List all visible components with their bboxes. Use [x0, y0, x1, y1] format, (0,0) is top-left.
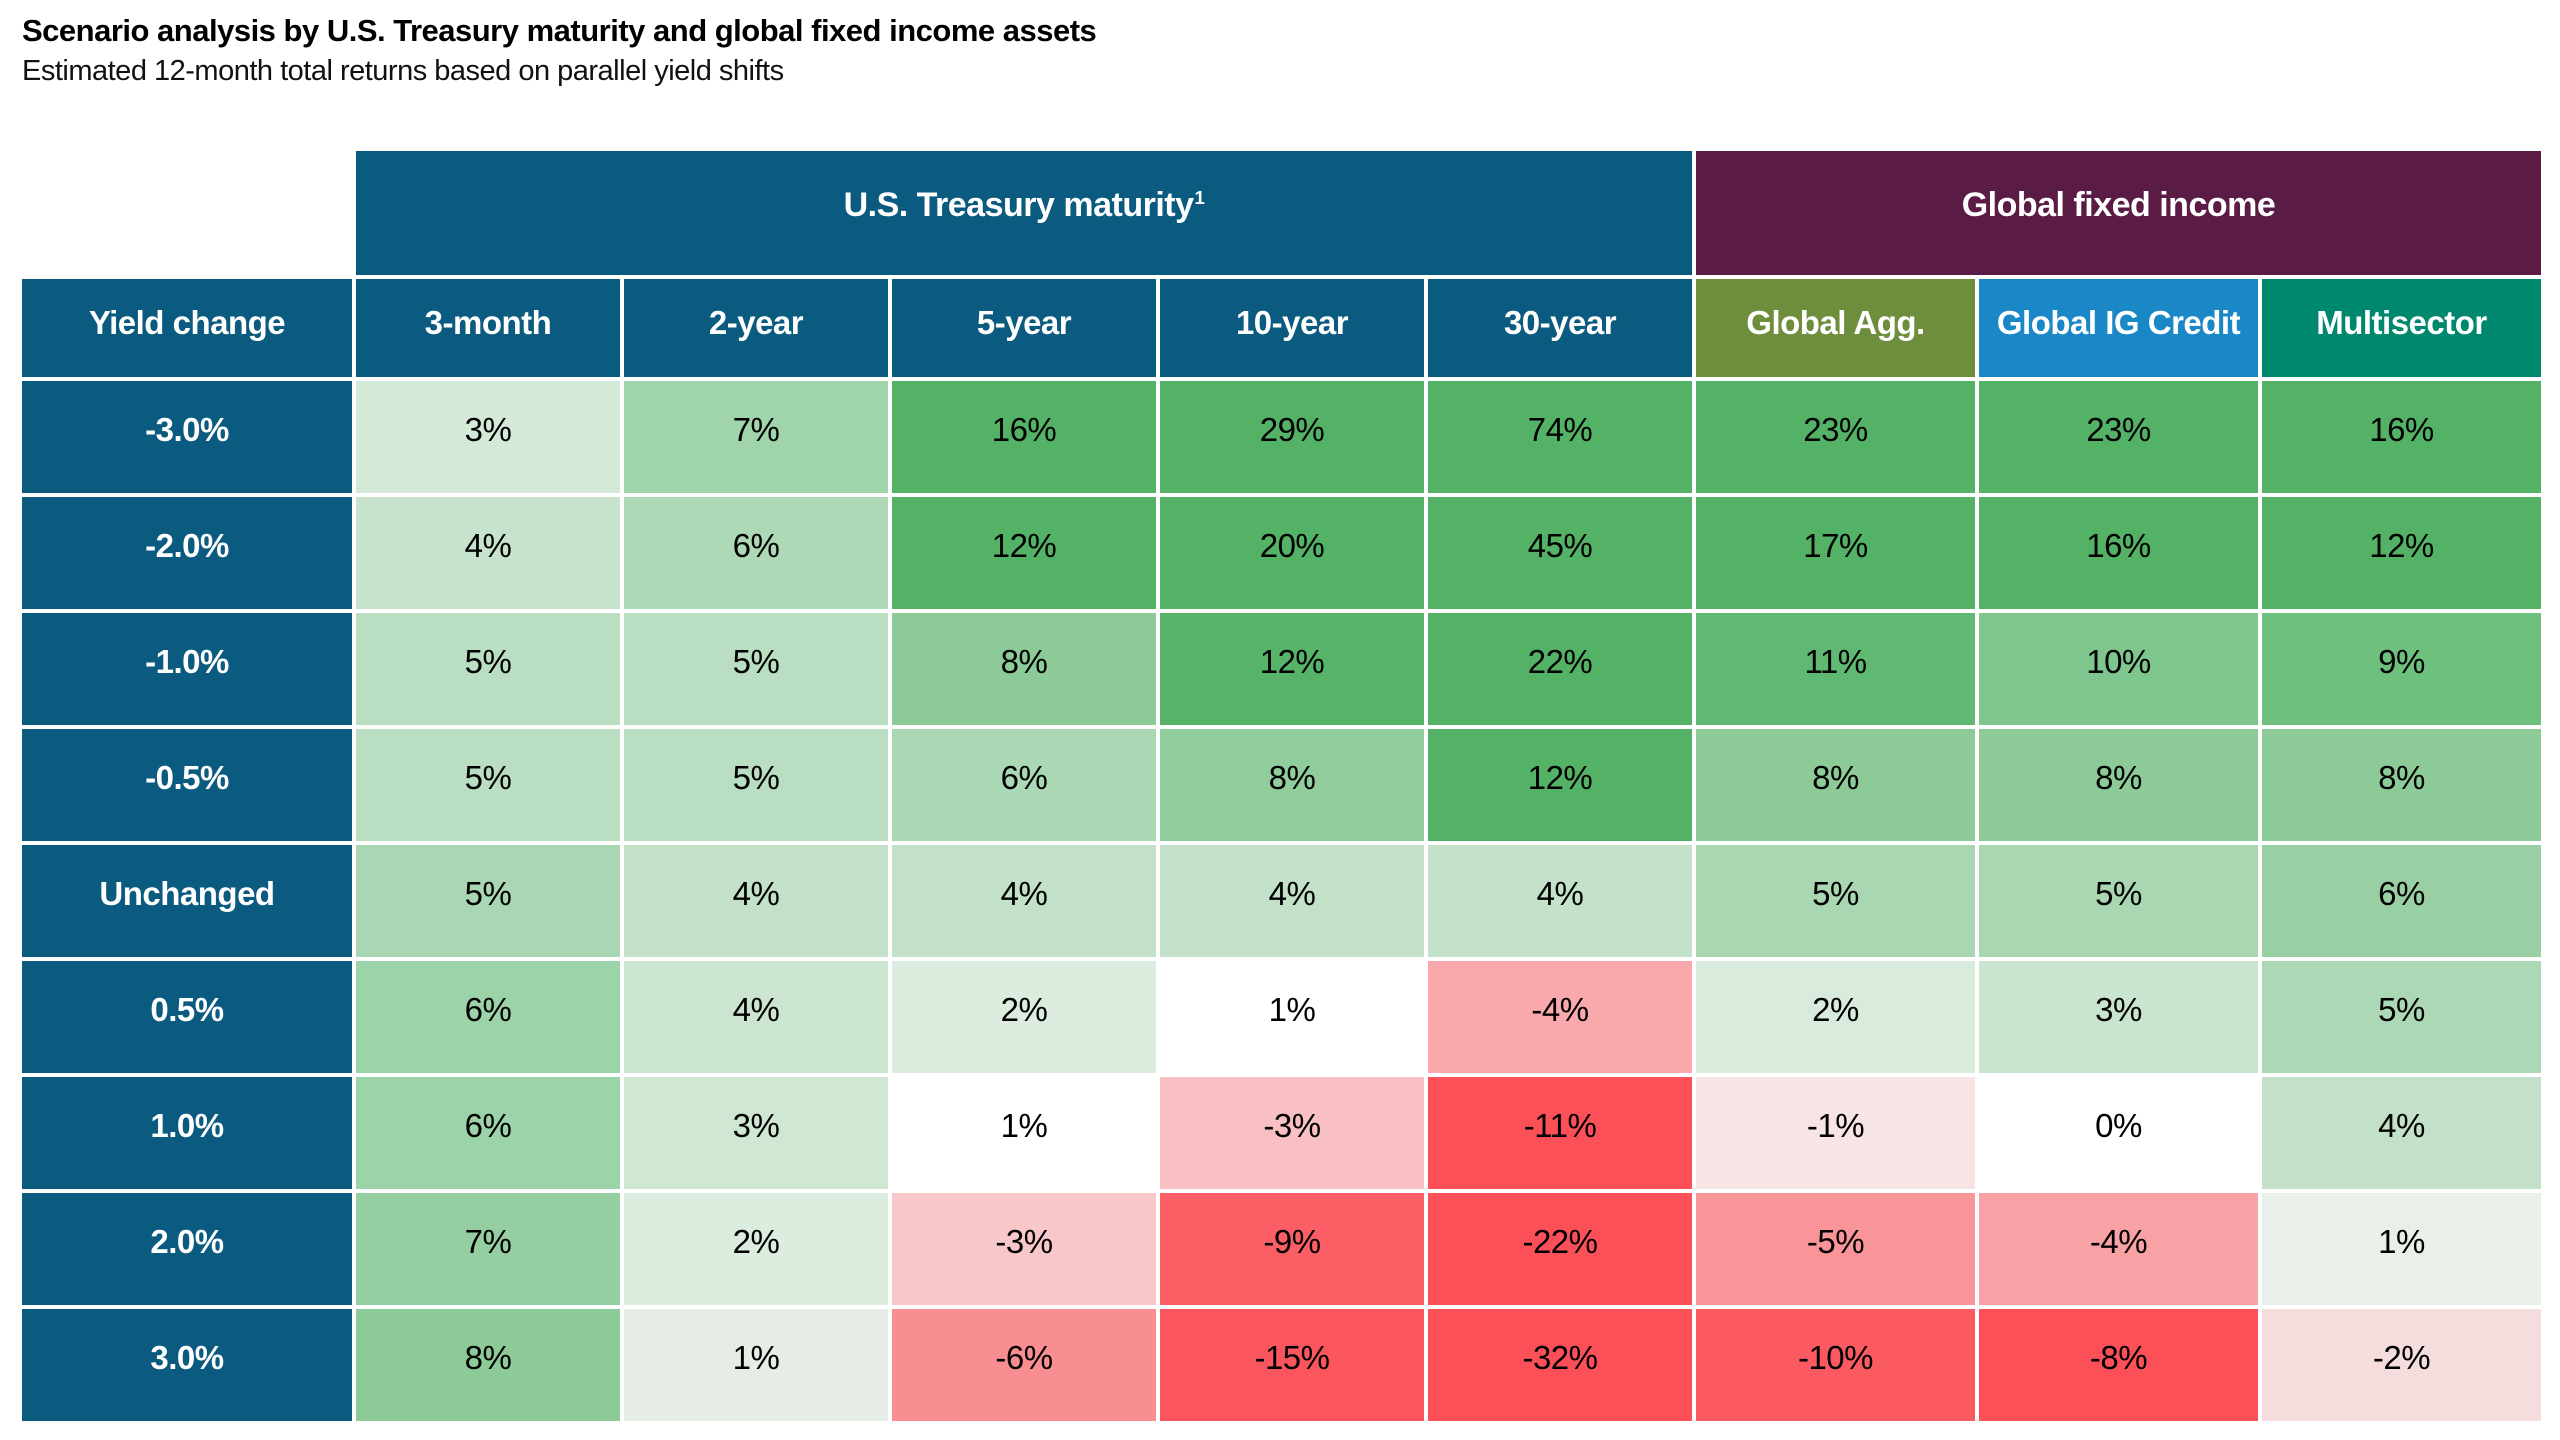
heatmap-cell: 6%	[2262, 844, 2541, 957]
heatmap-cell: 45%	[1428, 496, 1692, 609]
heatmap-cell: -4%	[1979, 1192, 2258, 1305]
heatmap-cell: 5%	[356, 612, 620, 725]
heatmap-cell: 16%	[2262, 380, 2541, 493]
heatmap-cell: 20%	[1160, 496, 1424, 609]
heatmap-cell: 8%	[892, 612, 1156, 725]
group-header-label: U.S. Treasury maturity	[843, 186, 1194, 225]
heatmap-cell: -10%	[1696, 1308, 1975, 1421]
heatmap-cell: 2%	[892, 960, 1156, 1073]
page-subtitle: Estimated 12-month total returns based o…	[22, 55, 784, 88]
heatmap-cell: 6%	[356, 960, 620, 1073]
group-header-global-fixed-income: Global fixed income	[1696, 150, 2541, 275]
row-label: -1.0%	[22, 612, 352, 725]
heatmap-cell: 23%	[1979, 380, 2258, 493]
heatmap-cell: 4%	[624, 844, 888, 957]
heatmap-cell: 5%	[356, 844, 620, 957]
heatmap-cell: 23%	[1696, 380, 1975, 493]
heatmap-cell: -9%	[1160, 1192, 1424, 1305]
column-header-10-year: 10-year	[1160, 278, 1424, 377]
heatmap-cell: -6%	[892, 1308, 1156, 1421]
heatmap-cell: 1%	[2262, 1192, 2541, 1305]
row-label: 2.0%	[22, 1192, 352, 1305]
heatmap-cell: 17%	[1696, 496, 1975, 609]
heatmap-cell: 6%	[892, 728, 1156, 841]
heatmap-cell: -2%	[2262, 1308, 2541, 1421]
column-header-global-ig-credit: Global IG Credit	[1979, 278, 2258, 377]
corner-spacer	[22, 150, 352, 275]
heatmap-cell: 8%	[1160, 728, 1424, 841]
group-header-us-treasury-maturity: U.S. Treasury maturity 1	[356, 150, 1692, 275]
heatmap-cell: 12%	[1160, 612, 1424, 725]
heatmap-cell: 10%	[1979, 612, 2258, 725]
heatmap-cell: 12%	[2262, 496, 2541, 609]
heatmap-cell: -5%	[1696, 1192, 1975, 1305]
heatmap-cell: 7%	[624, 380, 888, 493]
heatmap-cell: 4%	[892, 844, 1156, 957]
heatmap-cell: 74%	[1428, 380, 1692, 493]
heatmap-cell: 4%	[624, 960, 888, 1073]
heatmap-cell: 8%	[356, 1308, 620, 1421]
column-header-5-year: 5-year	[892, 278, 1156, 377]
row-label: 1.0%	[22, 1076, 352, 1189]
column-header-2-year: 2-year	[624, 278, 888, 377]
heatmap-cell: 5%	[2262, 960, 2541, 1073]
heatmap-cell: 5%	[624, 728, 888, 841]
heatmap-cell: -1%	[1696, 1076, 1975, 1189]
column-header-global-agg: Global Agg.	[1696, 278, 1975, 377]
heatmap-cell: -15%	[1160, 1308, 1424, 1421]
heatmap-cell: 4%	[1160, 844, 1424, 957]
heatmap-cell: 5%	[624, 612, 888, 725]
heatmap-cell: 16%	[1979, 496, 2258, 609]
heatmap-cell: 7%	[356, 1192, 620, 1305]
heatmap-cell: 12%	[1428, 728, 1692, 841]
heatmap-cell: 29%	[1160, 380, 1424, 493]
heatmap-cell: -22%	[1428, 1192, 1692, 1305]
heatmap-cell: 9%	[2262, 612, 2541, 725]
heatmap-cell: 16%	[892, 380, 1156, 493]
scenario-heatmap-table: U.S. Treasury maturity 1 Global fixed inc…	[22, 150, 2541, 1421]
heatmap-cell: -8%	[1979, 1308, 2258, 1421]
column-header-30-year: 30-year	[1428, 278, 1692, 377]
row-label: -2.0%	[22, 496, 352, 609]
row-label: -0.5%	[22, 728, 352, 841]
heatmap-cell: 6%	[624, 496, 888, 609]
heatmap-cell: 5%	[1696, 844, 1975, 957]
heatmap-cell: -4%	[1428, 960, 1692, 1073]
heatmap-cell: 1%	[624, 1308, 888, 1421]
heatmap-cell: 1%	[892, 1076, 1156, 1189]
heatmap-cell: -3%	[892, 1192, 1156, 1305]
heatmap-cell: 4%	[2262, 1076, 2541, 1189]
heatmap-cell: -3%	[1160, 1076, 1424, 1189]
heatmap-cell: 2%	[1696, 960, 1975, 1073]
column-header-multisector: Multisector	[2262, 278, 2541, 377]
heatmap-cell: 12%	[892, 496, 1156, 609]
column-header-3-month: 3-month	[356, 278, 620, 377]
heatmap-cell: -32%	[1428, 1308, 1692, 1421]
heatmap-cell: 5%	[1979, 844, 2258, 957]
group-header-label: Global fixed income	[1961, 186, 2276, 225]
row-label: Unchanged	[22, 844, 352, 957]
heatmap-cell: 5%	[356, 728, 620, 841]
column-header-yield-change: Yield change	[22, 278, 352, 377]
heatmap-cell: -11%	[1428, 1076, 1692, 1189]
heatmap-cell: 3%	[1979, 960, 2258, 1073]
heatmap-cell: 8%	[2262, 728, 2541, 841]
row-label: -3.0%	[22, 380, 352, 493]
heatmap-cell: 2%	[624, 1192, 888, 1305]
heatmap-cell: 11%	[1696, 612, 1975, 725]
heatmap-cell: 1%	[1160, 960, 1424, 1073]
heatmap-cell: 22%	[1428, 612, 1692, 725]
row-label: 3.0%	[22, 1308, 352, 1421]
heatmap-cell: 8%	[1979, 728, 2258, 841]
heatmap-cell: 6%	[356, 1076, 620, 1189]
heatmap-cell: 0%	[1979, 1076, 2258, 1189]
row-label: 0.5%	[22, 960, 352, 1073]
heatmap-cell: 4%	[1428, 844, 1692, 957]
heatmap-cell: 4%	[356, 496, 620, 609]
heatmap-cell: 3%	[356, 380, 620, 493]
heatmap-cell: 8%	[1696, 728, 1975, 841]
heatmap-cell: 3%	[624, 1076, 888, 1189]
page-title: Scenario analysis by U.S. Treasury matur…	[22, 13, 1097, 48]
